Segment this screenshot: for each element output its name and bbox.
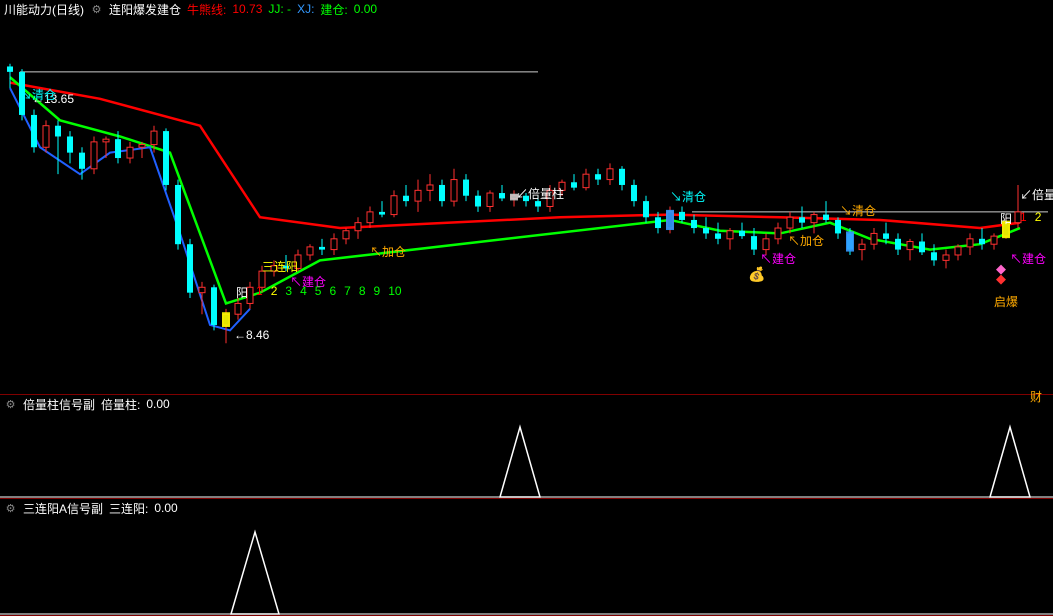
- candlestick-chart[interactable]: [0, 18, 1053, 395]
- title-segment: JJ: -: [268, 2, 291, 16]
- title-segment: 0.00: [354, 2, 377, 16]
- title-segment: 0.00: [146, 397, 169, 411]
- main-chart-panel[interactable]: 川能动力(日线)⚙连阳爆发建仓牛熊线:10.73JJ: -XJ:建仓:0.00 …: [0, 0, 1053, 395]
- sub2-chart-area[interactable]: [0, 517, 1053, 616]
- sub1-title-bar: ⚙ 倍量柱信号副倍量柱: 0.00: [0, 395, 1053, 413]
- title-segment: 连阳爆发建仓: [109, 1, 181, 18]
- title-segment: 10.73: [232, 2, 262, 16]
- title-segment: 建仓:: [320, 1, 347, 18]
- title-segment: 0.00: [154, 501, 177, 515]
- title-segment: 倍量柱信号副: [23, 396, 95, 413]
- title-segment: 川能动力(日线): [4, 1, 84, 18]
- sub2-indicator: [0, 517, 1053, 616]
- title-segment: 倍量柱:: [101, 396, 140, 413]
- main-chart-area[interactable]: ←13.65←8.46↘清仓三连阳↖建仓↖加仓↙倍量柱↘清仓↖建仓↖加仓↘清仓↖…: [0, 18, 1053, 395]
- title-segment: 牛熊线:: [187, 1, 226, 18]
- number-sequence: 阳12: [1000, 210, 1041, 227]
- settings-gear-icon[interactable]: ⚙: [4, 502, 17, 515]
- settings-gear-icon[interactable]: ⚙: [4, 398, 17, 411]
- title-segment: 三连阳:: [109, 500, 148, 517]
- sub2-panel[interactable]: ⚙ 三连阳A信号副三连阳: 0.00: [0, 499, 1053, 616]
- sub1-panel[interactable]: ⚙ 倍量柱信号副倍量柱: 0.00: [0, 395, 1053, 499]
- sub1-chart-area[interactable]: [0, 413, 1053, 499]
- title-segment: XJ:: [297, 2, 314, 16]
- sub2-title-bar: ⚙ 三连阳A信号副三连阳: 0.00: [0, 499, 1053, 517]
- title-segment: 三连阳A信号副: [23, 500, 103, 517]
- sub1-indicator: [0, 413, 1053, 499]
- main-title-bar: 川能动力(日线) ⚙ 连阳爆发建仓牛熊线: 10.73 JJ: - XJ: 建仓: 0.00: [0, 0, 1053, 18]
- number-sequence: 阳12345678910: [236, 284, 402, 301]
- settings-gear-icon[interactable]: ⚙: [90, 3, 103, 16]
